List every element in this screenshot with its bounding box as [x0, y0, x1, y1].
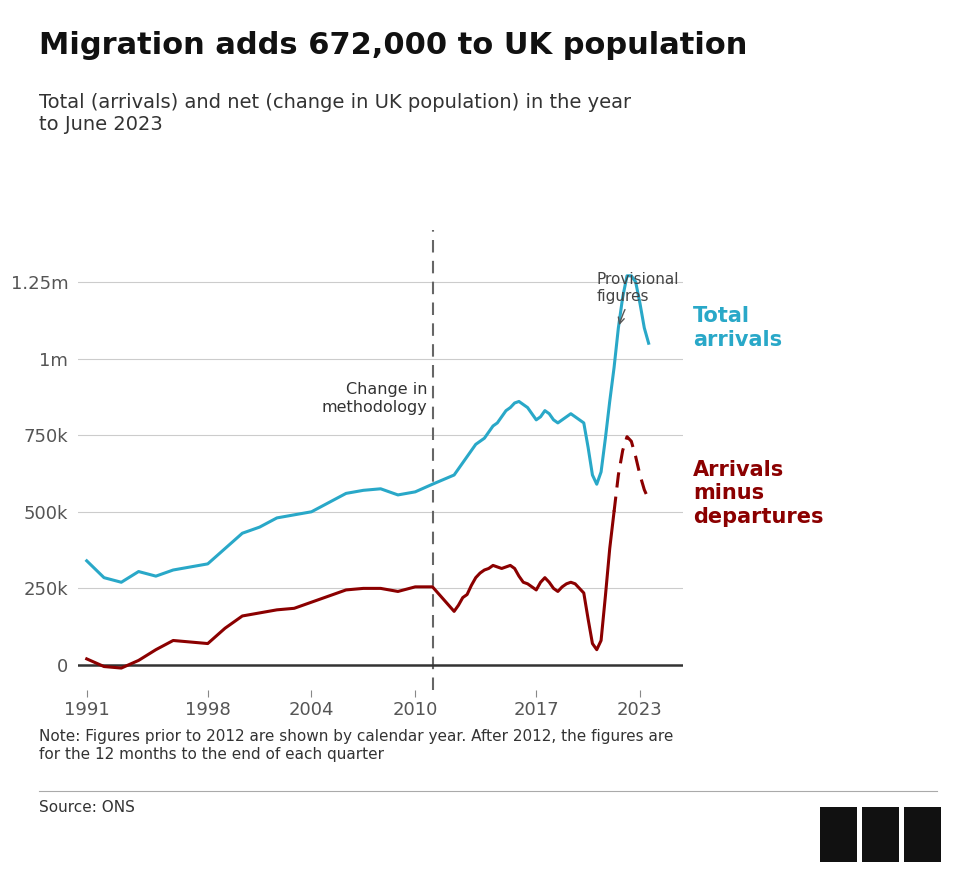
Text: Change in
methodology: Change in methodology: [321, 382, 427, 415]
Text: C: C: [915, 826, 929, 843]
Text: B: B: [874, 826, 887, 843]
Text: Note: Figures prior to 2012 are shown by calendar year. After 2012, the figures : Note: Figures prior to 2012 are shown by…: [39, 729, 673, 762]
Text: B: B: [832, 826, 845, 843]
Text: Source: ONS: Source: ONS: [39, 800, 135, 815]
Text: Arrivals
minus
departures: Arrivals minus departures: [693, 461, 824, 527]
Text: Migration adds 672,000 to UK population: Migration adds 672,000 to UK population: [39, 31, 748, 60]
Text: Provisional
figures: Provisional figures: [596, 272, 679, 324]
Text: Total
arrivals: Total arrivals: [693, 306, 782, 349]
Text: Total (arrivals) and net (change in UK population) in the year
to June 2023: Total (arrivals) and net (change in UK p…: [39, 93, 631, 133]
